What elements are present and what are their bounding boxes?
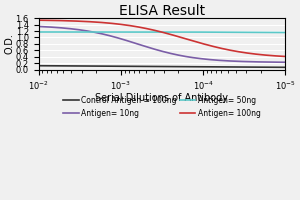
Antigen= 50ng xyxy=(170,31,174,33)
Control Antigen = 100ng xyxy=(170,65,174,68)
Antigen= 50ng xyxy=(184,31,187,33)
Antigen= 100ng xyxy=(37,19,40,21)
Control Antigen = 100ng xyxy=(284,66,287,69)
Control Antigen = 100ng xyxy=(155,65,159,68)
Antigen= 100ng xyxy=(284,55,287,58)
Line: Antigen= 10ng: Antigen= 10ng xyxy=(38,26,285,62)
Antigen= 50ng xyxy=(239,31,243,33)
Antigen= 100ng xyxy=(155,30,159,32)
Antigen= 50ng xyxy=(155,31,159,33)
Antigen= 10ng xyxy=(155,49,159,51)
Control Antigen = 100ng xyxy=(239,66,243,68)
Title: ELISA Result: ELISA Result xyxy=(119,4,205,18)
Antigen= 100ng xyxy=(170,34,174,36)
Antigen= 100ng xyxy=(278,55,281,57)
Y-axis label: O.D.: O.D. xyxy=(4,33,14,54)
Control Antigen = 100ng xyxy=(278,66,281,68)
Antigen= 10ng xyxy=(170,53,174,55)
Antigen= 10ng xyxy=(284,61,287,63)
Antigen= 50ng xyxy=(284,31,287,34)
Antigen= 100ng xyxy=(154,29,158,32)
Antigen= 10ng xyxy=(154,48,158,51)
Antigen= 10ng xyxy=(239,60,243,63)
Control Antigen = 100ng xyxy=(37,65,40,67)
Antigen= 10ng xyxy=(278,61,281,63)
Line: Antigen= 100ng: Antigen= 100ng xyxy=(38,20,285,56)
Antigen= 10ng xyxy=(184,55,187,58)
Line: Antigen= 50ng: Antigen= 50ng xyxy=(38,32,285,33)
Antigen= 100ng xyxy=(184,37,187,40)
Antigen= 50ng xyxy=(278,31,281,34)
Legend: Control Antigen = 100ng, Antigen= 10ng, Antigen= 50ng, Antigen= 100ng: Control Antigen = 100ng, Antigen= 10ng, … xyxy=(60,93,264,121)
Line: Control Antigen = 100ng: Control Antigen = 100ng xyxy=(38,66,285,67)
Control Antigen = 100ng xyxy=(154,65,158,68)
Antigen= 10ng xyxy=(37,25,40,28)
X-axis label: Serial Dilutions of Antibody: Serial Dilutions of Antibody xyxy=(95,93,229,103)
Antigen= 50ng xyxy=(154,31,158,33)
Antigen= 100ng xyxy=(239,51,243,53)
Control Antigen = 100ng xyxy=(184,65,187,68)
Antigen= 50ng xyxy=(37,31,40,33)
